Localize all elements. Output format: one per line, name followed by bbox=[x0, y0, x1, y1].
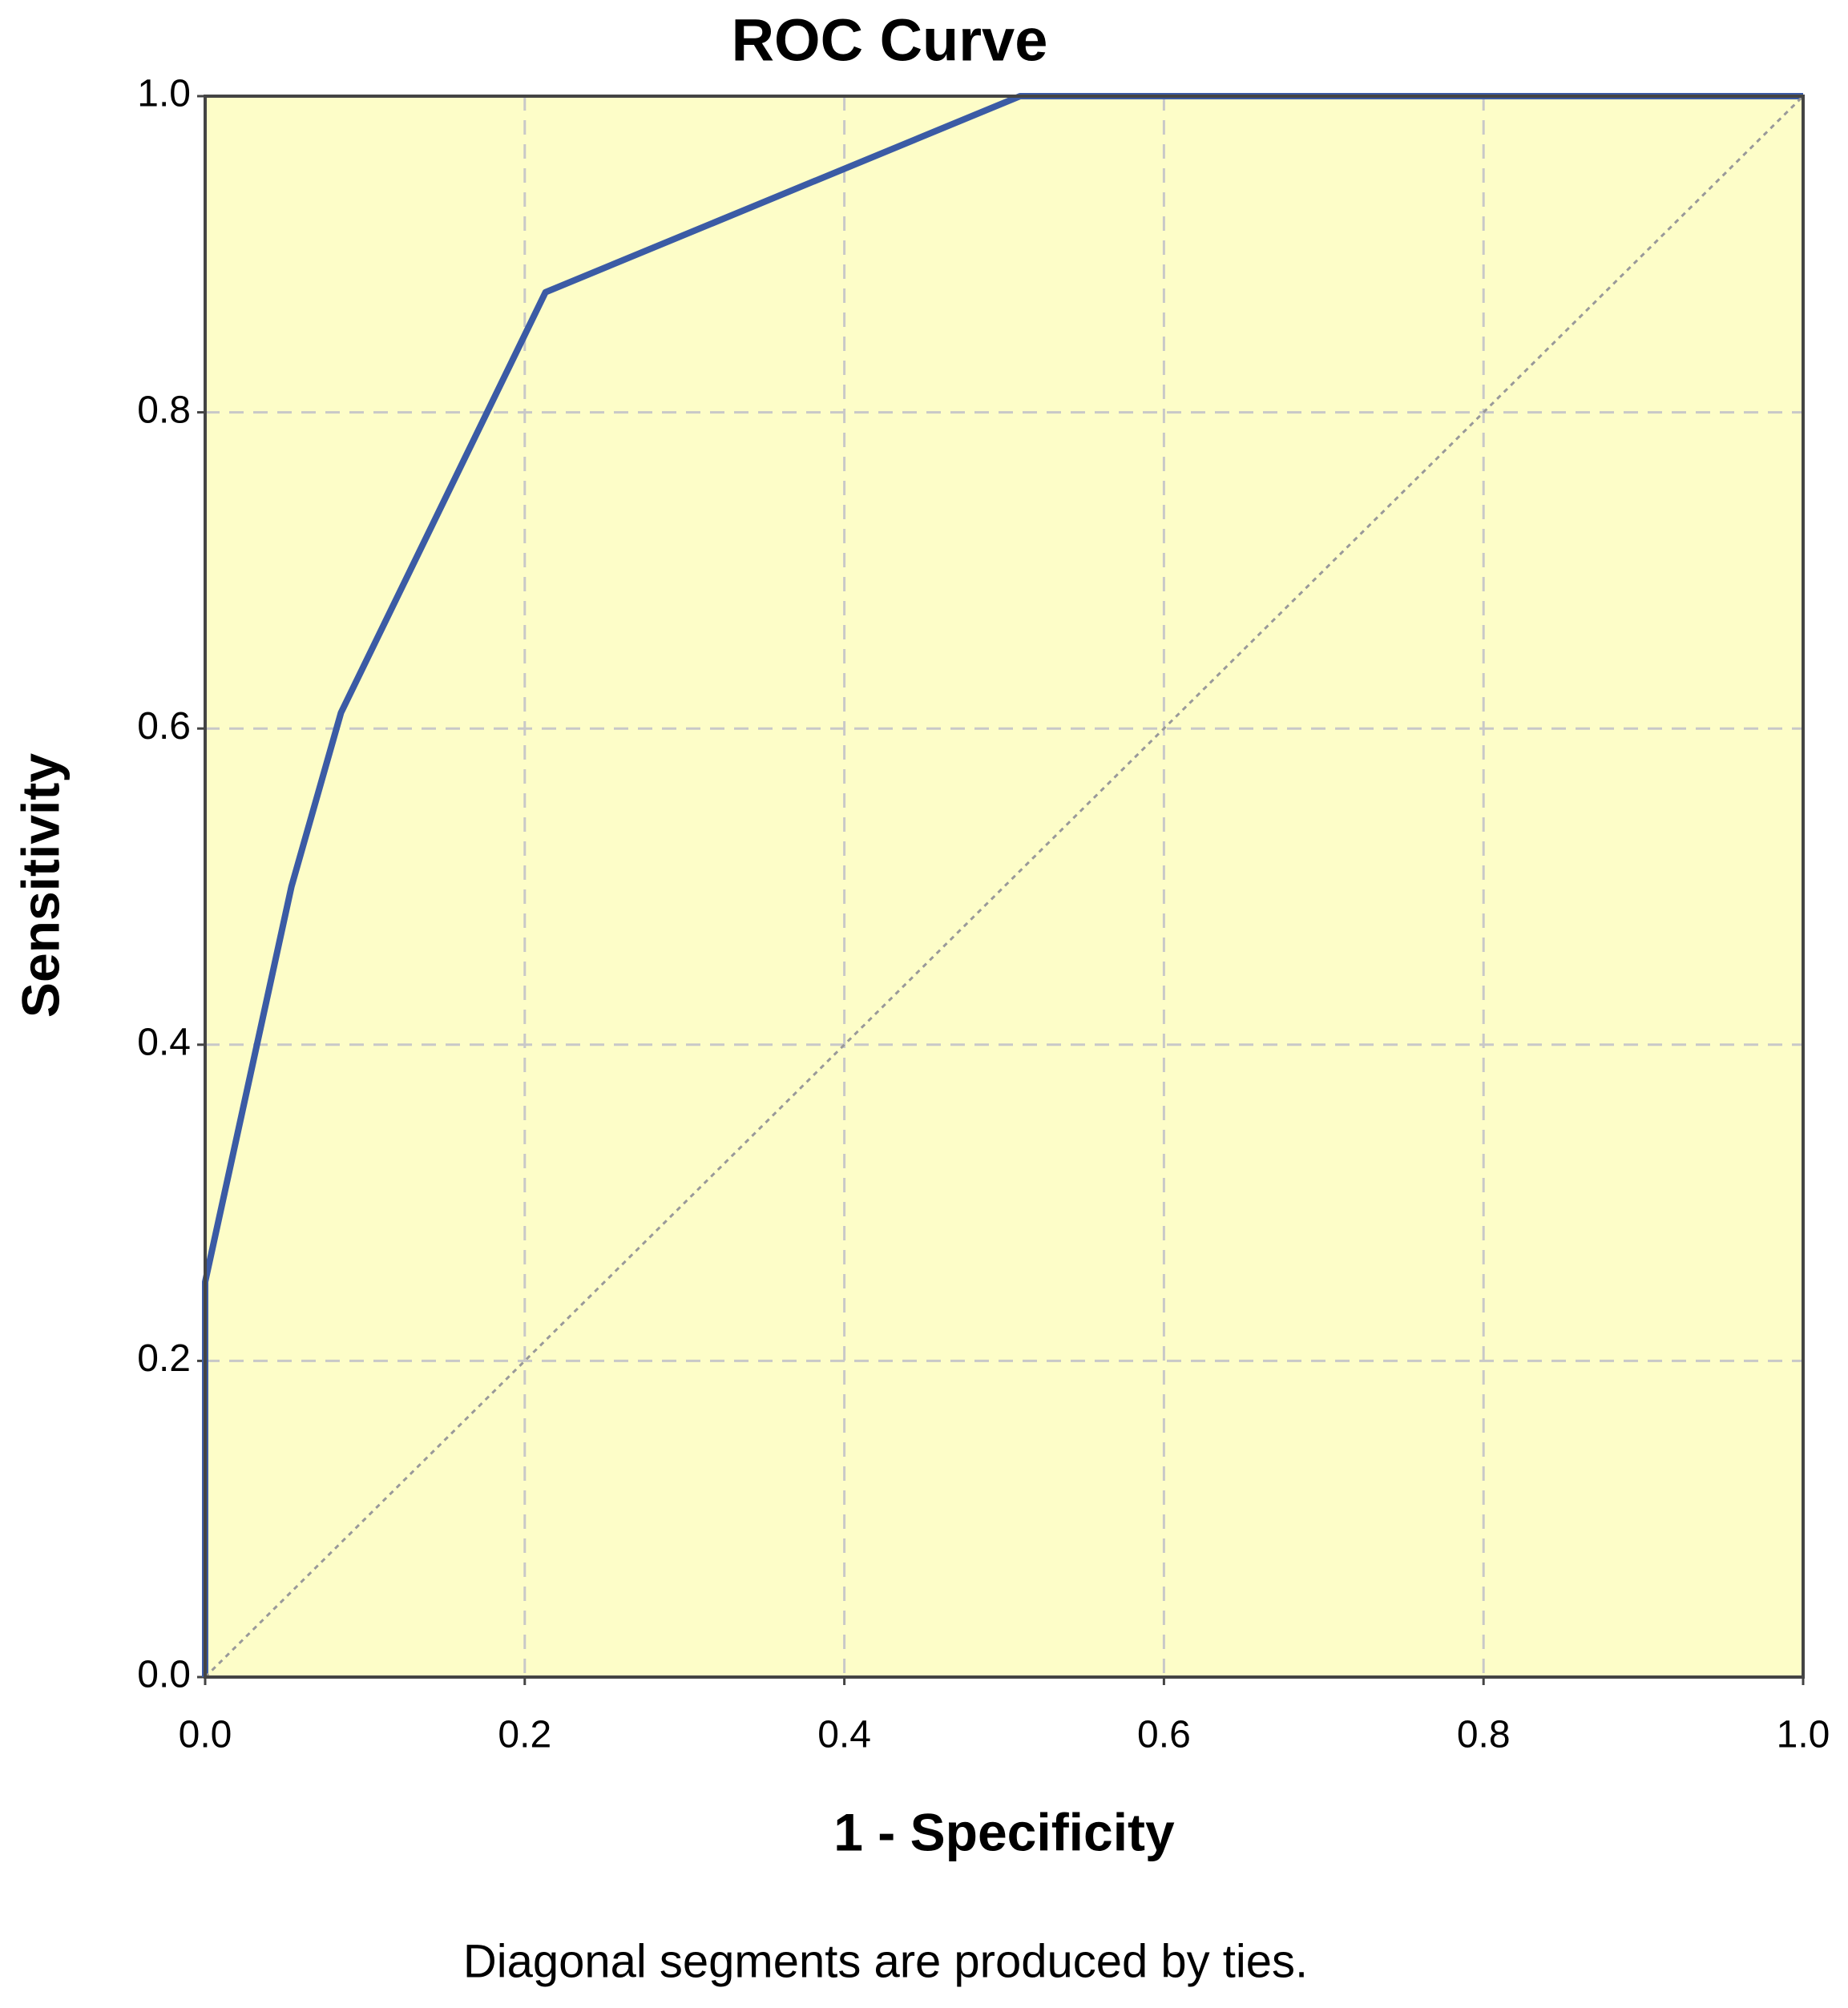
x-axis-label: 1 - Specificity bbox=[833, 1802, 1175, 1861]
y-tick-label: 0.0 bbox=[137, 1654, 191, 1696]
y-axis-label: Sensitivity bbox=[10, 753, 70, 1018]
x-tick-label: 0.0 bbox=[179, 1714, 232, 1756]
y-tick-label: 0.4 bbox=[137, 1021, 191, 1063]
x-tick-label: 0.4 bbox=[817, 1714, 871, 1756]
y-tick-label: 0.6 bbox=[137, 705, 191, 748]
plot-background bbox=[205, 96, 1803, 1677]
y-tick-label: 1.0 bbox=[137, 73, 191, 115]
y-tick-label: 0.8 bbox=[137, 389, 191, 431]
x-tick-label: 0.6 bbox=[1137, 1714, 1191, 1756]
chart-title: ROC Curve bbox=[732, 7, 1048, 74]
footnote: Diagonal segments are produced by ties. bbox=[463, 1935, 1308, 1987]
x-tick-label: 0.2 bbox=[498, 1714, 551, 1756]
plot-frame bbox=[204, 95, 1805, 1679]
y-tick-label: 0.2 bbox=[137, 1337, 191, 1380]
x-tick-label: 0.8 bbox=[1457, 1714, 1511, 1756]
x-tick-label: 1.0 bbox=[1777, 1714, 1830, 1756]
